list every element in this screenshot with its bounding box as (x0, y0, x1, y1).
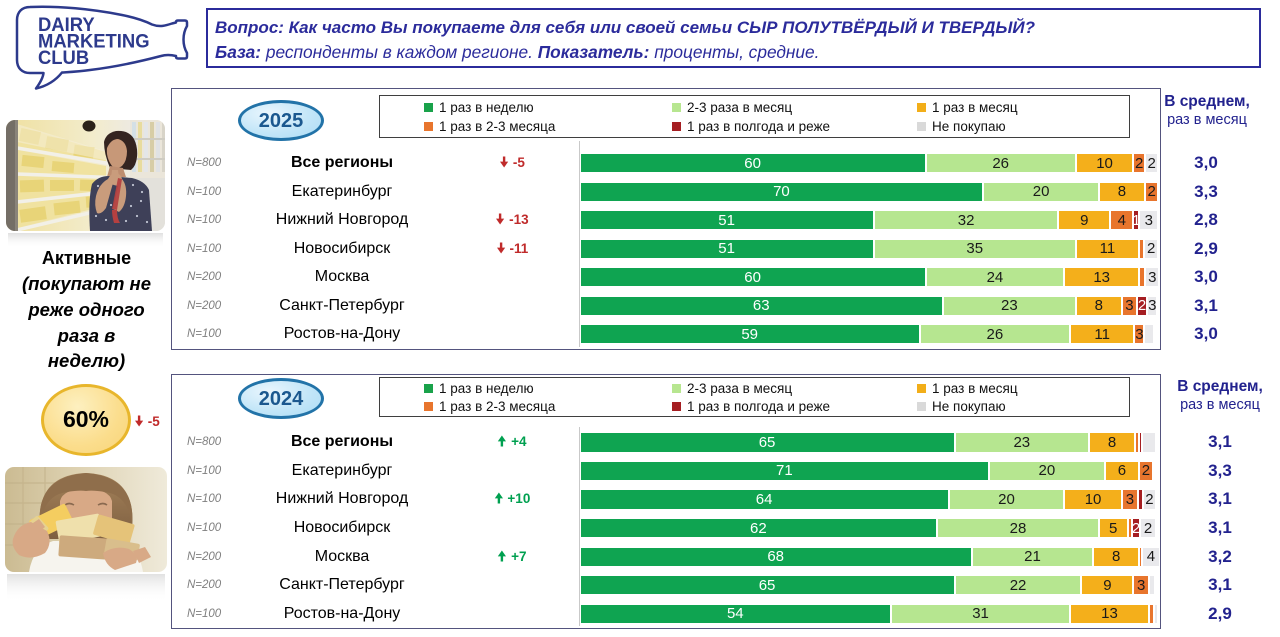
svg-text:CLUB: CLUB (38, 47, 89, 68)
svg-text:DAIRY: DAIRY (38, 14, 95, 35)
svg-text:MARKETING: MARKETING (38, 30, 150, 51)
